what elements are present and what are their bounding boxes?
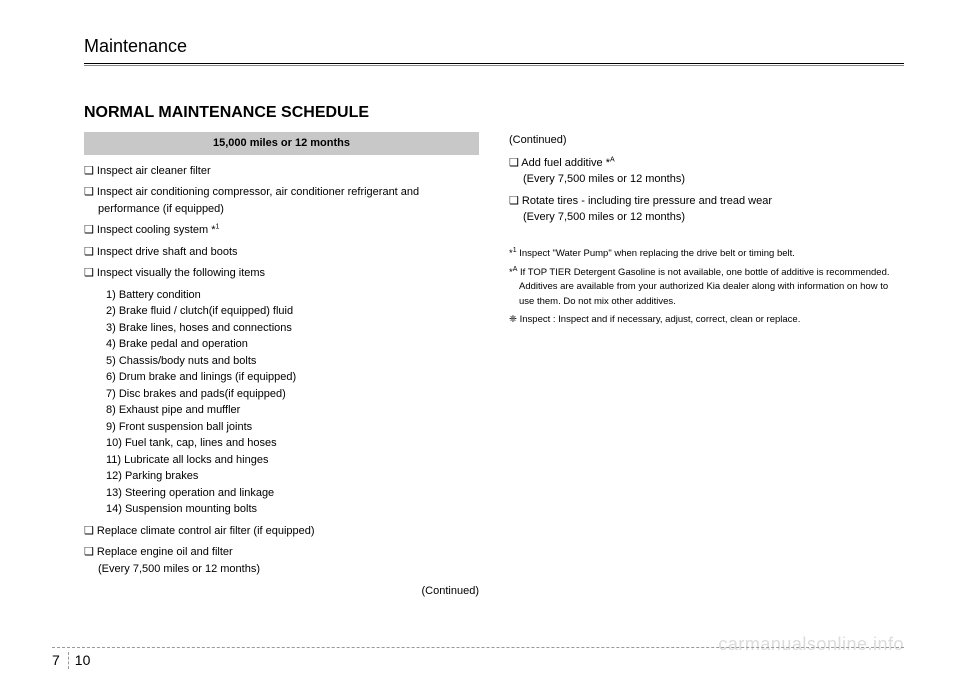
left-column: 15,000 miles or 12 months ❑ Inspect air … — [84, 132, 479, 600]
maintenance-item: ❑ Inspect visually the following items — [84, 265, 479, 282]
continued-label: (Continued) — [509, 132, 904, 149]
footer-divider — [52, 647, 904, 648]
maintenance-item: ❑ Replace climate control air filter (if… — [84, 523, 479, 540]
page-title: NORMAL MAINTENANCE SCHEDULE — [84, 104, 904, 122]
footnotes: *1 Inspect "Water Pump" when replacing t… — [509, 246, 904, 328]
maintenance-item: ❑ Inspect air conditioning compressor, a… — [84, 184, 479, 217]
section-number: 7 — [52, 652, 69, 669]
sub-item: 1) Battery condition — [84, 287, 479, 304]
sub-item: 11) Lubricate all locks and hinges — [84, 452, 479, 469]
sub-item: 10) Fuel tank, cap, lines and hoses — [84, 435, 479, 452]
sub-item: 12) Parking brakes — [84, 468, 479, 485]
sub-item: 13) Steering operation and linkage — [84, 485, 479, 502]
sub-item: 6) Drum brake and linings (if equipped) — [84, 369, 479, 386]
sub-item: 2) Brake fluid / clutch(if equipped) flu… — [84, 303, 479, 320]
right-column: (Continued) ❑ Add fuel additive *A (Ever… — [509, 132, 904, 600]
content-columns: 15,000 miles or 12 months ❑ Inspect air … — [84, 132, 904, 600]
sub-item: 14) Suspension mounting bolts — [84, 501, 479, 518]
sub-item: 4) Brake pedal and operation — [84, 336, 479, 353]
section-header: Maintenance — [84, 36, 904, 61]
interval-header: 15,000 miles or 12 months — [84, 132, 479, 155]
footnote: *A If TOP TIER Detergent Gasoline is not… — [509, 265, 904, 309]
maintenance-item: ❑ Inspect air cleaner filter — [84, 163, 479, 180]
footnote: ❈ Inspect : Inspect and if necessary, ad… — [509, 313, 904, 327]
sub-item: 9) Front suspension ball joints — [84, 419, 479, 436]
header-divider — [84, 63, 904, 66]
maintenance-item: ❑ Rotate tires - including tire pressure… — [509, 193, 904, 226]
continued-label: (Continued) — [84, 583, 479, 600]
page-footer: 7 10 — [52, 647, 904, 669]
maintenance-item: ❑ Add fuel additive *A (Every 7,500 mile… — [509, 155, 904, 188]
page-number: 10 — [75, 652, 91, 669]
sub-item: 8) Exhaust pipe and muffler — [84, 402, 479, 419]
footnote: *1 Inspect "Water Pump" when replacing t… — [509, 246, 904, 261]
sub-item: 7) Disc brakes and pads(if equipped) — [84, 386, 479, 403]
maintenance-item: ❑ Inspect drive shaft and boots — [84, 244, 479, 261]
sub-item: 3) Brake lines, hoses and connections — [84, 320, 479, 337]
maintenance-item: ❑ Replace engine oil and filter (Every 7… — [84, 544, 479, 577]
maintenance-item: ❑ Inspect cooling system *1 — [84, 222, 479, 239]
sub-item: 5) Chassis/body nuts and bolts — [84, 353, 479, 370]
